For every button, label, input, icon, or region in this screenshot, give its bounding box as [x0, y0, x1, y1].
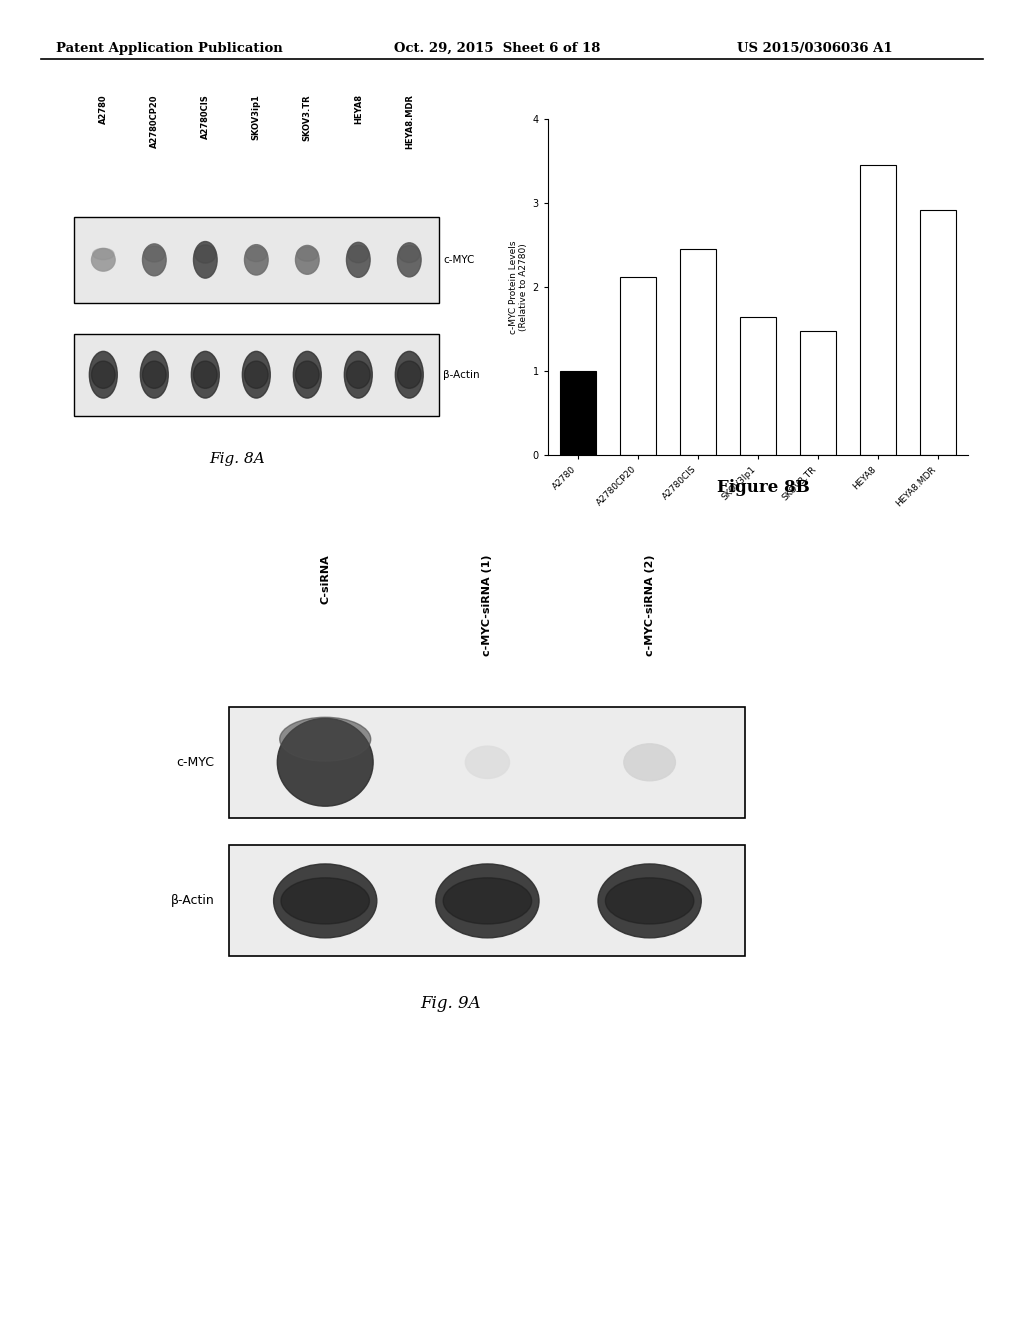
Ellipse shape — [243, 351, 270, 399]
Ellipse shape — [293, 351, 322, 399]
Ellipse shape — [397, 243, 421, 277]
Ellipse shape — [91, 362, 115, 388]
Ellipse shape — [142, 244, 166, 276]
Bar — [680, 249, 716, 455]
Text: A2780: A2780 — [99, 94, 108, 124]
Bar — [739, 317, 776, 455]
Text: c-MYC: c-MYC — [443, 255, 475, 265]
Ellipse shape — [344, 351, 373, 399]
Bar — [800, 331, 836, 455]
Ellipse shape — [143, 246, 165, 261]
Bar — [920, 210, 955, 455]
Text: HEYA8: HEYA8 — [354, 94, 362, 124]
Ellipse shape — [194, 242, 217, 279]
Ellipse shape — [605, 878, 694, 924]
Ellipse shape — [278, 718, 373, 807]
Ellipse shape — [436, 865, 539, 937]
Ellipse shape — [598, 865, 701, 937]
Ellipse shape — [443, 878, 531, 924]
Ellipse shape — [91, 248, 115, 271]
Ellipse shape — [397, 362, 421, 388]
Ellipse shape — [140, 351, 168, 399]
Bar — [229, 708, 745, 817]
Text: Fig. 8A: Fig. 8A — [209, 453, 265, 466]
Text: Oct. 29, 2015  Sheet 6 of 18: Oct. 29, 2015 Sheet 6 of 18 — [394, 42, 601, 55]
Ellipse shape — [89, 351, 118, 399]
Ellipse shape — [465, 746, 510, 779]
Ellipse shape — [273, 865, 377, 937]
Text: Figure 8B: Figure 8B — [717, 479, 809, 496]
Text: Patent Application Publication: Patent Application Publication — [56, 42, 283, 55]
Bar — [620, 277, 655, 455]
Ellipse shape — [624, 743, 676, 780]
Text: c-MYC: c-MYC — [176, 756, 215, 768]
Bar — [229, 846, 745, 956]
Ellipse shape — [281, 878, 370, 924]
Text: SKOV3ip1: SKOV3ip1 — [252, 94, 261, 140]
Ellipse shape — [245, 362, 268, 388]
Ellipse shape — [142, 362, 166, 388]
Text: c-MYC-siRNA (2): c-MYC-siRNA (2) — [645, 554, 654, 656]
Text: HEYA8.MDR: HEYA8.MDR — [404, 94, 414, 149]
Text: c-MYC-siRNA (1): c-MYC-siRNA (1) — [482, 554, 493, 656]
Ellipse shape — [296, 246, 319, 275]
Ellipse shape — [348, 246, 369, 263]
Ellipse shape — [245, 244, 268, 275]
Bar — [74, 216, 439, 302]
Ellipse shape — [297, 247, 317, 261]
Text: US 2015/0306036 A1: US 2015/0306036 A1 — [737, 42, 893, 55]
Text: C-siRNA: C-siRNA — [321, 554, 330, 605]
Ellipse shape — [346, 362, 370, 388]
Ellipse shape — [195, 244, 216, 263]
Bar — [860, 165, 896, 455]
Text: β-Actin: β-Actin — [171, 895, 215, 907]
Ellipse shape — [398, 246, 420, 263]
Text: SKOV3.TR: SKOV3.TR — [303, 94, 311, 141]
Y-axis label: c-MYC Protein Levels
(Relative to A2780): c-MYC Protein Levels (Relative to A2780) — [509, 240, 528, 334]
Ellipse shape — [395, 351, 423, 399]
Text: Fig. 9A: Fig. 9A — [420, 995, 481, 1011]
Ellipse shape — [194, 362, 217, 388]
Text: β-Actin: β-Actin — [443, 370, 480, 380]
Ellipse shape — [93, 248, 114, 260]
Ellipse shape — [191, 351, 219, 399]
Bar — [74, 334, 439, 416]
Text: A2780CP20: A2780CP20 — [150, 94, 159, 148]
Ellipse shape — [246, 247, 267, 261]
Ellipse shape — [346, 243, 370, 277]
Ellipse shape — [296, 362, 319, 388]
Text: A2780CIS: A2780CIS — [201, 94, 210, 139]
Ellipse shape — [280, 717, 371, 762]
Bar — [560, 371, 596, 455]
